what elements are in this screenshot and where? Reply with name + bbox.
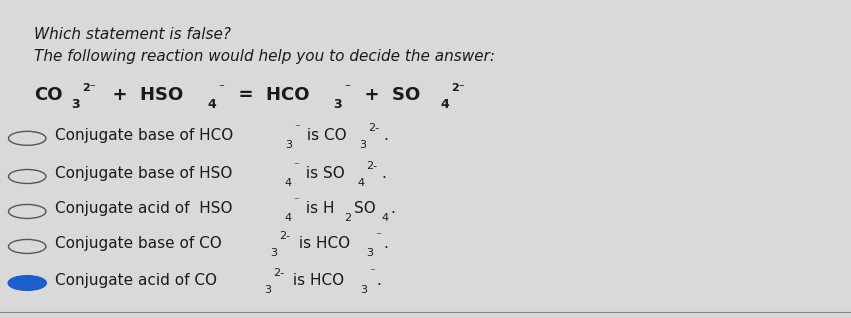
Text: 2⁻: 2⁻	[452, 83, 465, 93]
Text: .: .	[381, 166, 386, 181]
Text: .: .	[377, 273, 381, 287]
Text: 4: 4	[284, 213, 292, 223]
Text: ⁻: ⁻	[369, 268, 375, 278]
Text: 3: 3	[366, 248, 374, 258]
Text: 4: 4	[207, 98, 215, 111]
Text: is SO: is SO	[301, 166, 345, 181]
Text: Conjugate base of HCO: Conjugate base of HCO	[55, 128, 233, 143]
Text: +  SO: + SO	[352, 86, 420, 104]
Text: 4: 4	[381, 213, 389, 223]
Text: Conjugate acid of CO: Conjugate acid of CO	[55, 273, 217, 287]
Text: ⁻: ⁻	[294, 161, 300, 171]
Text: =  HCO: = HCO	[226, 86, 309, 104]
Text: SO: SO	[353, 201, 375, 216]
Circle shape	[9, 239, 46, 253]
Text: is CO: is CO	[302, 128, 346, 143]
Text: 3: 3	[71, 98, 79, 111]
Text: Conjugate acid of  HSO: Conjugate acid of HSO	[55, 201, 233, 216]
Text: 2-: 2-	[367, 161, 378, 171]
Text: ⁻: ⁻	[294, 196, 300, 206]
Text: CO: CO	[34, 86, 62, 104]
Text: The following reaction would help you to decide the answer:: The following reaction would help you to…	[34, 49, 495, 64]
Circle shape	[9, 204, 46, 218]
Text: 4: 4	[357, 178, 364, 188]
Text: is H: is H	[301, 201, 334, 216]
Text: ⁻: ⁻	[375, 231, 381, 241]
Text: is HCO: is HCO	[294, 236, 350, 251]
Text: 2-: 2-	[279, 231, 291, 241]
Text: 3: 3	[271, 248, 277, 258]
Text: .: .	[383, 236, 388, 251]
Text: 2: 2	[345, 213, 351, 223]
Text: 2⁻: 2⁻	[82, 83, 95, 93]
Text: .: .	[391, 201, 396, 216]
Text: Which statement is false?: Which statement is false?	[34, 27, 231, 42]
Text: +  HSO: + HSO	[100, 86, 183, 104]
Text: 3: 3	[359, 140, 367, 150]
Text: is HCO: is HCO	[288, 273, 344, 287]
Text: Conjugate base of CO: Conjugate base of CO	[55, 236, 222, 251]
Text: ⁻: ⁻	[294, 123, 300, 133]
Text: .: .	[383, 128, 388, 143]
Text: 3: 3	[360, 285, 367, 294]
Text: 4: 4	[284, 178, 291, 188]
Text: 4: 4	[440, 98, 449, 111]
Text: ⁻: ⁻	[345, 83, 351, 93]
Text: 2-: 2-	[368, 123, 380, 133]
Text: 3: 3	[334, 98, 342, 111]
Text: ⁻: ⁻	[218, 83, 224, 93]
Circle shape	[9, 131, 46, 145]
Circle shape	[9, 276, 46, 290]
Text: 3: 3	[265, 285, 271, 294]
Text: Conjugate base of HSO: Conjugate base of HSO	[55, 166, 232, 181]
Circle shape	[9, 169, 46, 183]
Text: 2-: 2-	[273, 268, 284, 278]
Text: 3: 3	[285, 140, 292, 150]
